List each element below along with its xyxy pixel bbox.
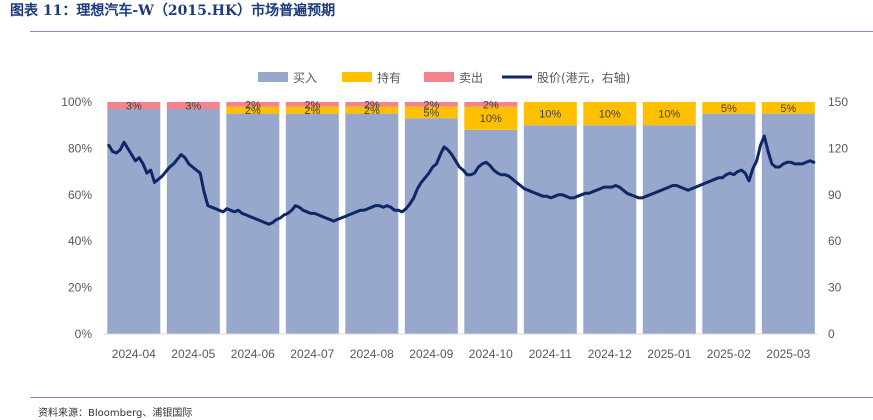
left-axis-tick-label: 40% [68,234,92,248]
bar-data-label: 2% [423,99,439,111]
bar-data-label: 10% [539,109,561,121]
price-line [107,134,816,226]
left-axis-tick-label: 0% [75,327,93,341]
bar-segment [107,102,161,109]
bar-segment [285,102,339,107]
bar-segment [523,102,577,126]
bar-data-label: 5% [423,107,439,119]
x-axis-tick-label: 2024-09 [409,347,453,361]
right-axis-tick-label: 90 [828,188,842,202]
bar-segment [464,129,518,334]
legend-label: 卖出 [459,71,483,85]
legend-label: 持有 [377,70,401,85]
right-axis-tick-label: 150 [828,95,848,109]
right-axis-tick-label: 0 [828,327,835,341]
bar-segment [345,106,399,114]
left-axis-tick-label: 20% [68,281,92,295]
right-axis-tick-label: 120 [828,141,848,155]
x-axis-tick-label: 2025-02 [707,347,751,361]
bar-data-label: 2% [364,99,380,111]
source-note: 资料来源：Bloomberg、浦银国际 [38,408,193,419]
left-axis-tick-label: 100% [61,95,92,109]
x-axis-tick-label: 2025-01 [647,347,691,361]
bar-segment [404,118,458,334]
bar-data-label: 10% [658,109,680,121]
bar-data-label: 3% [126,101,142,113]
bar-segment [702,113,756,334]
bars-group: 3% 3% 2%2% 2%2% 2%2%5%2%10%2%10% 10% 10% 5% 5% [107,99,815,334]
bar-segment [226,106,280,114]
bar-data-label: 2% [245,105,261,117]
right-axis-tick-label: 30 [828,281,842,295]
bar-data-label: 2% [304,99,320,111]
bar-data-label: 10% [480,113,502,125]
bar-segment [345,102,399,107]
x-axis-tick-label: 2024-06 [231,347,275,361]
bar-segment [166,102,220,109]
bar-segment [583,125,637,334]
chart-legend: 买入 持有 卖出 股价(港元，右轴) [258,70,630,85]
bar-segment [285,106,339,114]
bar-segment [404,106,458,119]
x-axis-tick-label: 2024-07 [290,347,334,361]
bar-data-label: 2% [245,99,261,111]
legend-label: 股价(港元，右轴) [537,70,630,85]
bar-data-label: 10% [599,109,621,121]
bar-data-label: 2% [304,105,320,117]
bar-segment [642,125,696,334]
x-axis-tick-label: 2024-10 [469,347,513,361]
figure-title: 图表 11：理想汽车-W（2015.HK）市场普遍预期 [10,3,336,19]
bar-segment [464,102,518,107]
legend-swatch [342,72,372,82]
bar-data-label: 2% [483,99,499,111]
right-axis-tick-label: 60 [828,234,842,248]
legend-label: 买入 [293,71,317,85]
legend-swatch [258,72,288,82]
bar-data-label: 5% [780,103,796,115]
right-axis: 0 30 60 90 120 150 [828,95,848,341]
bar-segment [642,102,696,126]
price-line-group [107,134,816,226]
x-axis-tick-label: 2025-03 [766,347,810,361]
x-axis-tick-label: 2024-11 [529,347,572,361]
left-axis: 0% 20% 40% 60% 80% 100% [61,95,92,341]
x-axis-tick-label: 2024-04 [112,347,156,361]
bar-segment [345,113,399,334]
bar-segment [166,109,220,334]
title-divider [30,31,873,32]
bar-data-label: 5% [721,103,737,115]
bar-segment [583,102,637,126]
bar-segment [464,106,518,130]
bar-segment [107,109,161,334]
legend-swatch [424,72,454,82]
x-axis: 2024-04 2024-05 2024-06 2024-07 2024-08 2024-… [104,333,818,361]
bar-segment [404,102,458,107]
bar-segment [702,102,756,114]
left-axis-tick-label: 80% [68,141,92,155]
x-axis-tick-label: 2024-05 [171,347,215,361]
source-divider [30,397,873,398]
x-axis-tick-label: 2024-08 [350,347,394,361]
bar-data-label: 3% [185,101,201,113]
bar-segment [226,102,280,107]
bar-segment [523,125,577,334]
bar-data-label: 2% [364,105,380,117]
left-axis-tick-label: 60% [68,188,92,202]
x-axis-tick-label: 2024-12 [588,347,632,361]
bar-segment [285,113,339,334]
bar-segment [761,102,815,114]
bar-segment [761,113,815,334]
